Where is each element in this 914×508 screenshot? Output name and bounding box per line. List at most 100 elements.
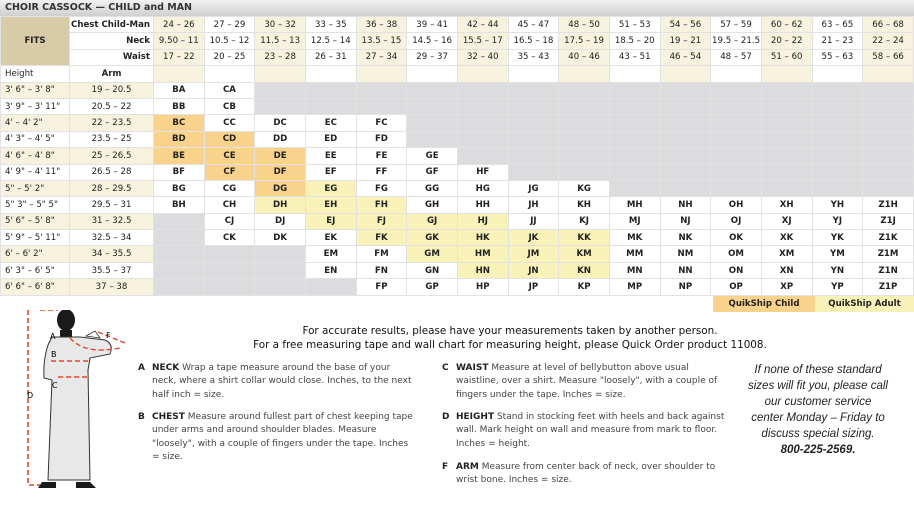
size-code-cell: FN: [355, 261, 408, 280]
chest-range: 48 – 50: [558, 15, 610, 34]
height-range: 4' – 4' 2": [0, 114, 70, 132]
unavailable-cell: [355, 81, 408, 99]
size-code-cell: EG: [304, 179, 357, 198]
size-code-cell: YK: [811, 229, 864, 247]
unavailable-cell: [254, 278, 306, 296]
size-code-cell: YJ: [811, 212, 864, 231]
unavailable-cell: [507, 163, 560, 181]
waist-range: 35 – 43: [507, 48, 560, 67]
waist-range: 32 – 40: [456, 48, 509, 67]
size-code-cell: BH: [153, 196, 205, 214]
chest-label: Chest Child-Man: [69, 15, 154, 34]
size-code-cell: FF: [355, 163, 408, 181]
note-text: Measure around fullest part of chest kee…: [152, 412, 413, 462]
column-spacer: [406, 65, 458, 83]
unavailable-cell: [153, 212, 205, 231]
unavailable-cell: [710, 114, 762, 132]
column-spacer: [659, 65, 712, 83]
chest-range: 63 – 65: [811, 15, 864, 34]
chest-range: 36 – 38: [355, 15, 408, 34]
neck-range: 21 – 23: [811, 32, 864, 50]
height-range: 3' 6" – 3' 8": [0, 81, 70, 99]
unavailable-cell: [254, 81, 306, 99]
note-height: D HEIGHT Stand in stocking feet with heel…: [442, 411, 732, 451]
table-row: 3' 9" – 3' 11" 20.5 – 22 BB CB: [0, 97, 914, 116]
neck-range: 12.5 – 14: [304, 32, 357, 50]
chest-range: 57 – 59: [710, 15, 762, 34]
size-code-cell: GF: [406, 163, 458, 181]
table-row: 6' 3" – 6' 5" 35.5 – 37 EN FN GN HN JN KN MN NN ON…: [0, 261, 914, 280]
table-row: 4' 9" – 4' 11" 26.5 – 28 BF CF DF EF FF GF HF: [0, 163, 914, 181]
size-code-cell: FK: [355, 229, 408, 247]
note-title: ARM: [456, 462, 479, 472]
size-code-cell: CA: [203, 81, 256, 99]
unavailable-cell: [659, 114, 712, 132]
arm-range: 23.5 – 25: [69, 130, 154, 149]
size-code-cell: Z1J: [862, 212, 914, 231]
size-code-cell: BG: [153, 179, 205, 198]
header-row-chest: FITS Chest Child-Man 24 – 26 27 – 29 30 – 32…: [0, 15, 914, 67]
chest-range: 42 – 44: [456, 15, 509, 34]
unavailable-cell: [862, 114, 914, 132]
note-text: Wrap a tape measure around the base of y…: [152, 363, 412, 400]
size-code-cell: FC: [355, 114, 408, 132]
chest-range: 39 – 41: [406, 15, 458, 34]
size-code-cell: BD: [153, 130, 205, 149]
table-row: 4' 6" – 4' 8" 25 – 26.5 BE CE DE EE FE GE: [0, 147, 914, 165]
arm-range: 20.5 – 22: [69, 97, 154, 116]
unavailable-cell: [608, 163, 661, 181]
note-key: D: [442, 412, 450, 422]
note-key: F: [442, 462, 449, 472]
intro-line-2: For a free measuring tape and wall chart…: [253, 339, 767, 351]
height-range: 6' – 6' 2": [0, 245, 70, 263]
column-spacer: [355, 65, 408, 83]
table-row: 6' 6" – 6' 8" 37 – 38 FP GP HP JP KP MP NP OP XP YP…: [0, 278, 914, 296]
size-code-cell: DF: [254, 163, 306, 181]
height-range: 5' 9" – 5' 11": [0, 229, 70, 247]
unavailable-cell: [862, 179, 914, 198]
unavailable-cell: [254, 261, 306, 280]
note-title: WAIST: [456, 363, 489, 373]
waist-range: 46 – 54: [659, 48, 712, 67]
arm-range: 34 – 35.5: [69, 245, 154, 263]
size-code-cell: CD: [203, 130, 256, 149]
unavailable-cell: [862, 97, 914, 116]
unavailable-cell: [862, 163, 914, 181]
size-code-cell: DG: [254, 179, 306, 198]
size-code-cell: MK: [608, 229, 661, 247]
size-code-cell: JM: [507, 245, 560, 263]
figure-label-b: B: [51, 350, 57, 359]
unavailable-cell: [304, 278, 357, 296]
unavailable-cell: [760, 147, 813, 165]
unavailable-cell: [203, 261, 256, 280]
size-code-cell: MP: [608, 278, 661, 296]
table-row: 6' – 6' 2" 34 – 35.5 EM FM GM HM JM KM MM NM OM XM Y…: [0, 245, 914, 263]
size-code-cell: KP: [558, 278, 610, 296]
chest-range: 27 – 29: [203, 15, 256, 34]
size-code-cell: DJ: [254, 212, 306, 231]
header-row-neck: Neck 9.50 – 11 10.5 – 12 11.5 – 13 12.5 – 14…: [1, 32, 914, 50]
unavailable-cell: [608, 147, 661, 165]
note-neck: A NECK Wrap a tape measure around the bas…: [138, 362, 413, 402]
size-code-cell: FM: [355, 245, 408, 263]
size-code-cell: DK: [254, 229, 306, 247]
unavailable-cell: [406, 114, 458, 132]
note-title: NECK: [152, 363, 180, 373]
arm-range: 32.5 – 34: [69, 229, 154, 247]
unavailable-cell: [608, 179, 661, 198]
unavailable-cell: [811, 179, 864, 198]
unavailable-cell: [254, 245, 306, 263]
neck-range: 17.5 – 19: [558, 32, 610, 50]
figure-label-c: C: [52, 381, 58, 390]
size-code-cell: GE: [406, 147, 458, 165]
unavailable-cell: [760, 114, 813, 132]
unavailable-cell: [659, 163, 712, 181]
unavailable-cell: [558, 130, 610, 149]
unavailable-cell: [558, 147, 610, 165]
arm-range: 22 – 23.5: [69, 114, 154, 132]
chest-range: 66 – 68: [862, 15, 914, 34]
unavailable-cell: [406, 97, 458, 116]
size-code-cell: MM: [608, 245, 661, 263]
size-code-cell: HH: [456, 196, 509, 214]
waist-range: 29 – 37: [406, 48, 458, 67]
